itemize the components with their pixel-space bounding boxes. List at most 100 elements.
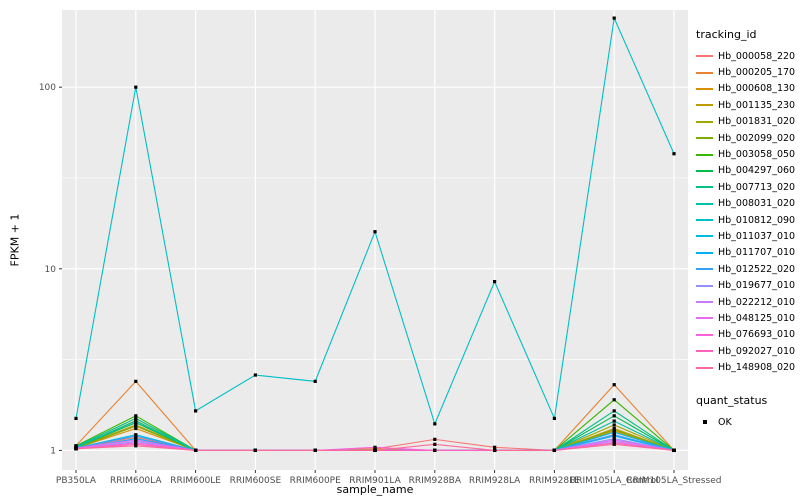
x-tick-label: RRIM600LA <box>110 476 162 486</box>
data-point <box>373 230 377 234</box>
legend-item: Hb_011707_010 <box>696 245 800 261</box>
series-line-icon <box>696 181 713 194</box>
legend-item-label: Hb_022212_010 <box>718 296 796 308</box>
series-line-icon <box>696 361 713 374</box>
data-point <box>194 409 198 413</box>
legend-item-label: Hb_001135_230 <box>718 99 796 111</box>
series-line-icon <box>696 132 713 145</box>
legend-item: Hb_092027_010 <box>696 343 800 359</box>
legend-item-label: Hb_010812_090 <box>718 214 796 226</box>
x-tick-label: RRIM928BA <box>409 476 462 486</box>
data-point <box>134 421 138 425</box>
data-point <box>433 422 437 426</box>
data-point <box>134 424 138 428</box>
legend-item: Hb_008031_020 <box>696 196 800 212</box>
data-point <box>612 419 616 423</box>
legend-item-label: Hb_000058_220 <box>718 50 796 62</box>
series-line-icon <box>696 99 713 112</box>
legend-item-label: Hb_007713_020 <box>718 181 796 193</box>
data-point <box>612 383 616 387</box>
data-point <box>134 444 138 448</box>
data-point <box>134 85 138 89</box>
legend-item-label: Hb_001831_020 <box>718 116 796 128</box>
data-point <box>194 448 198 453</box>
series-line-icon <box>696 296 713 309</box>
y-axis-title: FPKM + 1 <box>8 213 22 267</box>
legend-item-label: Hb_000608_130 <box>718 83 796 95</box>
legend-item-label: Hb_048125_010 <box>718 312 796 324</box>
x-tick-label: RRIM928LE <box>529 476 580 486</box>
legend-item: Hb_001135_230 <box>696 97 800 113</box>
legend-item-label: Hb_000205_170 <box>718 67 796 79</box>
legend-panel: tracking_id Hb_000058_220 Hb_000205_170 Hb… <box>696 28 800 430</box>
series-line-icon <box>696 148 713 161</box>
data-point <box>552 416 556 421</box>
data-point <box>373 448 377 453</box>
data-point <box>313 448 317 453</box>
x-axis-title: sample_name <box>336 483 414 496</box>
data-point <box>253 373 257 377</box>
series-line-icon <box>696 50 713 63</box>
series-line-icon <box>696 115 713 128</box>
x-tick-label: RRIM600LE <box>170 476 221 486</box>
legend-item-label: OK <box>718 416 732 428</box>
series-line-icon <box>696 197 713 210</box>
legend-item: Hb_012522_020 <box>696 261 800 277</box>
legend-title-quant-status: quant_status <box>696 393 768 407</box>
legend-item: Hb_002099_020 <box>696 130 800 146</box>
data-point <box>493 280 497 284</box>
legend-item-label: Hb_002099_020 <box>718 132 796 144</box>
legend-item: Hb_019677_010 <box>696 277 800 293</box>
data-point <box>612 433 616 437</box>
series-line-icon <box>696 230 713 243</box>
legend-entries: Hb_000058_220 Hb_000205_170 Hb_000608_130 H… <box>696 48 800 376</box>
series-line-icon <box>696 164 713 177</box>
data-point <box>373 445 377 449</box>
legend-item: Hb_011037_010 <box>696 228 800 244</box>
data-point <box>612 409 616 413</box>
data-point <box>552 448 556 453</box>
legend-item-label: Hb_003058_050 <box>718 149 796 161</box>
legend-item-label: Hb_008031_020 <box>718 198 796 210</box>
legend-item: Hb_000205_170 <box>696 64 800 80</box>
data-point <box>134 438 138 442</box>
series-line-icon <box>696 279 713 292</box>
data-point <box>253 448 257 453</box>
legend-item-label: Hb_019677_010 <box>718 280 796 292</box>
data-point <box>134 434 138 438</box>
series-line-icon <box>696 328 713 341</box>
data-point <box>612 414 616 418</box>
data-point <box>493 448 497 453</box>
x-tick-label: RRIM600SE <box>230 476 282 486</box>
legend-item: Hb_148908_020 <box>696 359 800 375</box>
data-point <box>612 428 616 432</box>
ok-point-icon <box>696 416 713 429</box>
legend-item: Hb_003058_050 <box>696 146 800 162</box>
legend-item: Hb_022212_010 <box>696 294 800 310</box>
legend-item-label: Hb_012522_020 <box>718 263 796 275</box>
data-point <box>672 152 676 156</box>
legend-item-label: Hb_148908_020 <box>718 362 796 374</box>
legend-item-label: Hb_011707_010 <box>718 247 796 259</box>
data-point <box>672 448 676 453</box>
legend-item: Hb_010812_090 <box>696 212 800 228</box>
data-point <box>313 379 317 383</box>
series-line-icon <box>696 66 713 79</box>
data-point <box>612 423 616 427</box>
series-line-icon <box>696 345 713 358</box>
legend-item: Hb_000058_220 <box>696 48 800 64</box>
data-point <box>612 438 616 442</box>
y-tick-label: 10 <box>45 265 57 275</box>
legend-title-tracking-id: tracking_id <box>696 28 757 41</box>
data-point <box>134 414 138 418</box>
legend-item-label: Hb_011037_010 <box>718 230 796 242</box>
data-point <box>612 398 616 402</box>
series-line-icon <box>696 82 713 95</box>
series-line-icon <box>696 263 713 276</box>
x-tick-label: RRIM901LA <box>349 476 401 486</box>
legend-item-label: Hb_076693_010 <box>718 329 796 341</box>
y-tick-label: 100 <box>39 83 56 93</box>
legend-item: Hb_001831_020 <box>696 114 800 130</box>
